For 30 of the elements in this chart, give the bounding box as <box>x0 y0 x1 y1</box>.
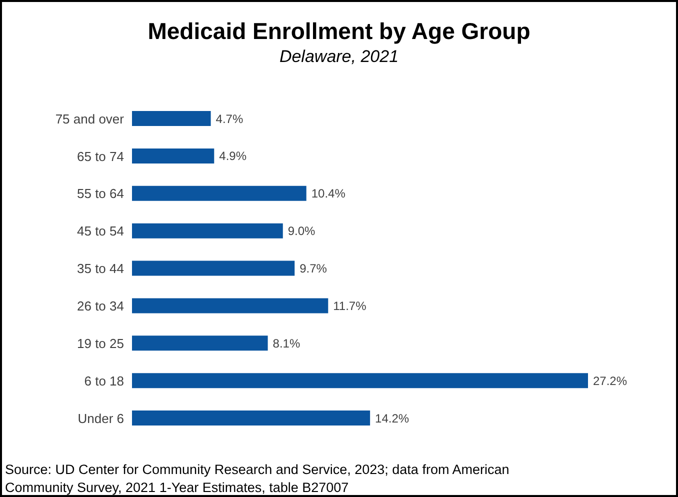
y-tick-label: 19 to 25 <box>77 336 124 352</box>
y-tick-label: 75 and over <box>55 111 125 126</box>
y-tick-label: 55 to 64 <box>77 186 124 202</box>
data-label: 4.7% <box>216 112 244 126</box>
bar <box>132 410 370 426</box>
data-label: 11.7% <box>333 298 367 313</box>
bar <box>132 336 268 351</box>
bar <box>132 111 211 126</box>
y-tick-label: 6 to 18 <box>84 373 124 388</box>
data-label: 8.1% <box>272 336 300 350</box>
y-tick-label: Under 6 <box>78 410 124 426</box>
bar <box>132 373 588 388</box>
bar <box>132 186 306 201</box>
y-tick-label: 26 to 34 <box>77 298 124 314</box>
chart-subtitle: Delaware, 2021 <box>278 47 400 67</box>
data-label: 10.4% <box>311 186 346 201</box>
y-tick-label: 35 to 44 <box>77 261 124 276</box>
chart-title: Medicaid Enrollment by Age Group <box>146 18 532 45</box>
source-note: Source: UD Center for Community Research and Service, 2023; data from American Community Survey, 2021 1-Year Estimates, table B27007 <box>5 461 510 497</box>
bar <box>132 223 283 238</box>
data-label: 4.9% <box>219 149 247 164</box>
y-tick-label: 45 to 54 <box>77 224 124 239</box>
bar <box>132 260 295 276</box>
bar <box>132 148 214 164</box>
data-label: 9.0% <box>288 224 316 238</box>
data-label: 9.7% <box>300 262 328 276</box>
y-tick-label: 65 to 74 <box>77 148 124 164</box>
bar <box>132 298 328 314</box>
data-label: 14.2% <box>375 411 410 426</box>
data-label: 27.2% <box>593 374 628 388</box>
